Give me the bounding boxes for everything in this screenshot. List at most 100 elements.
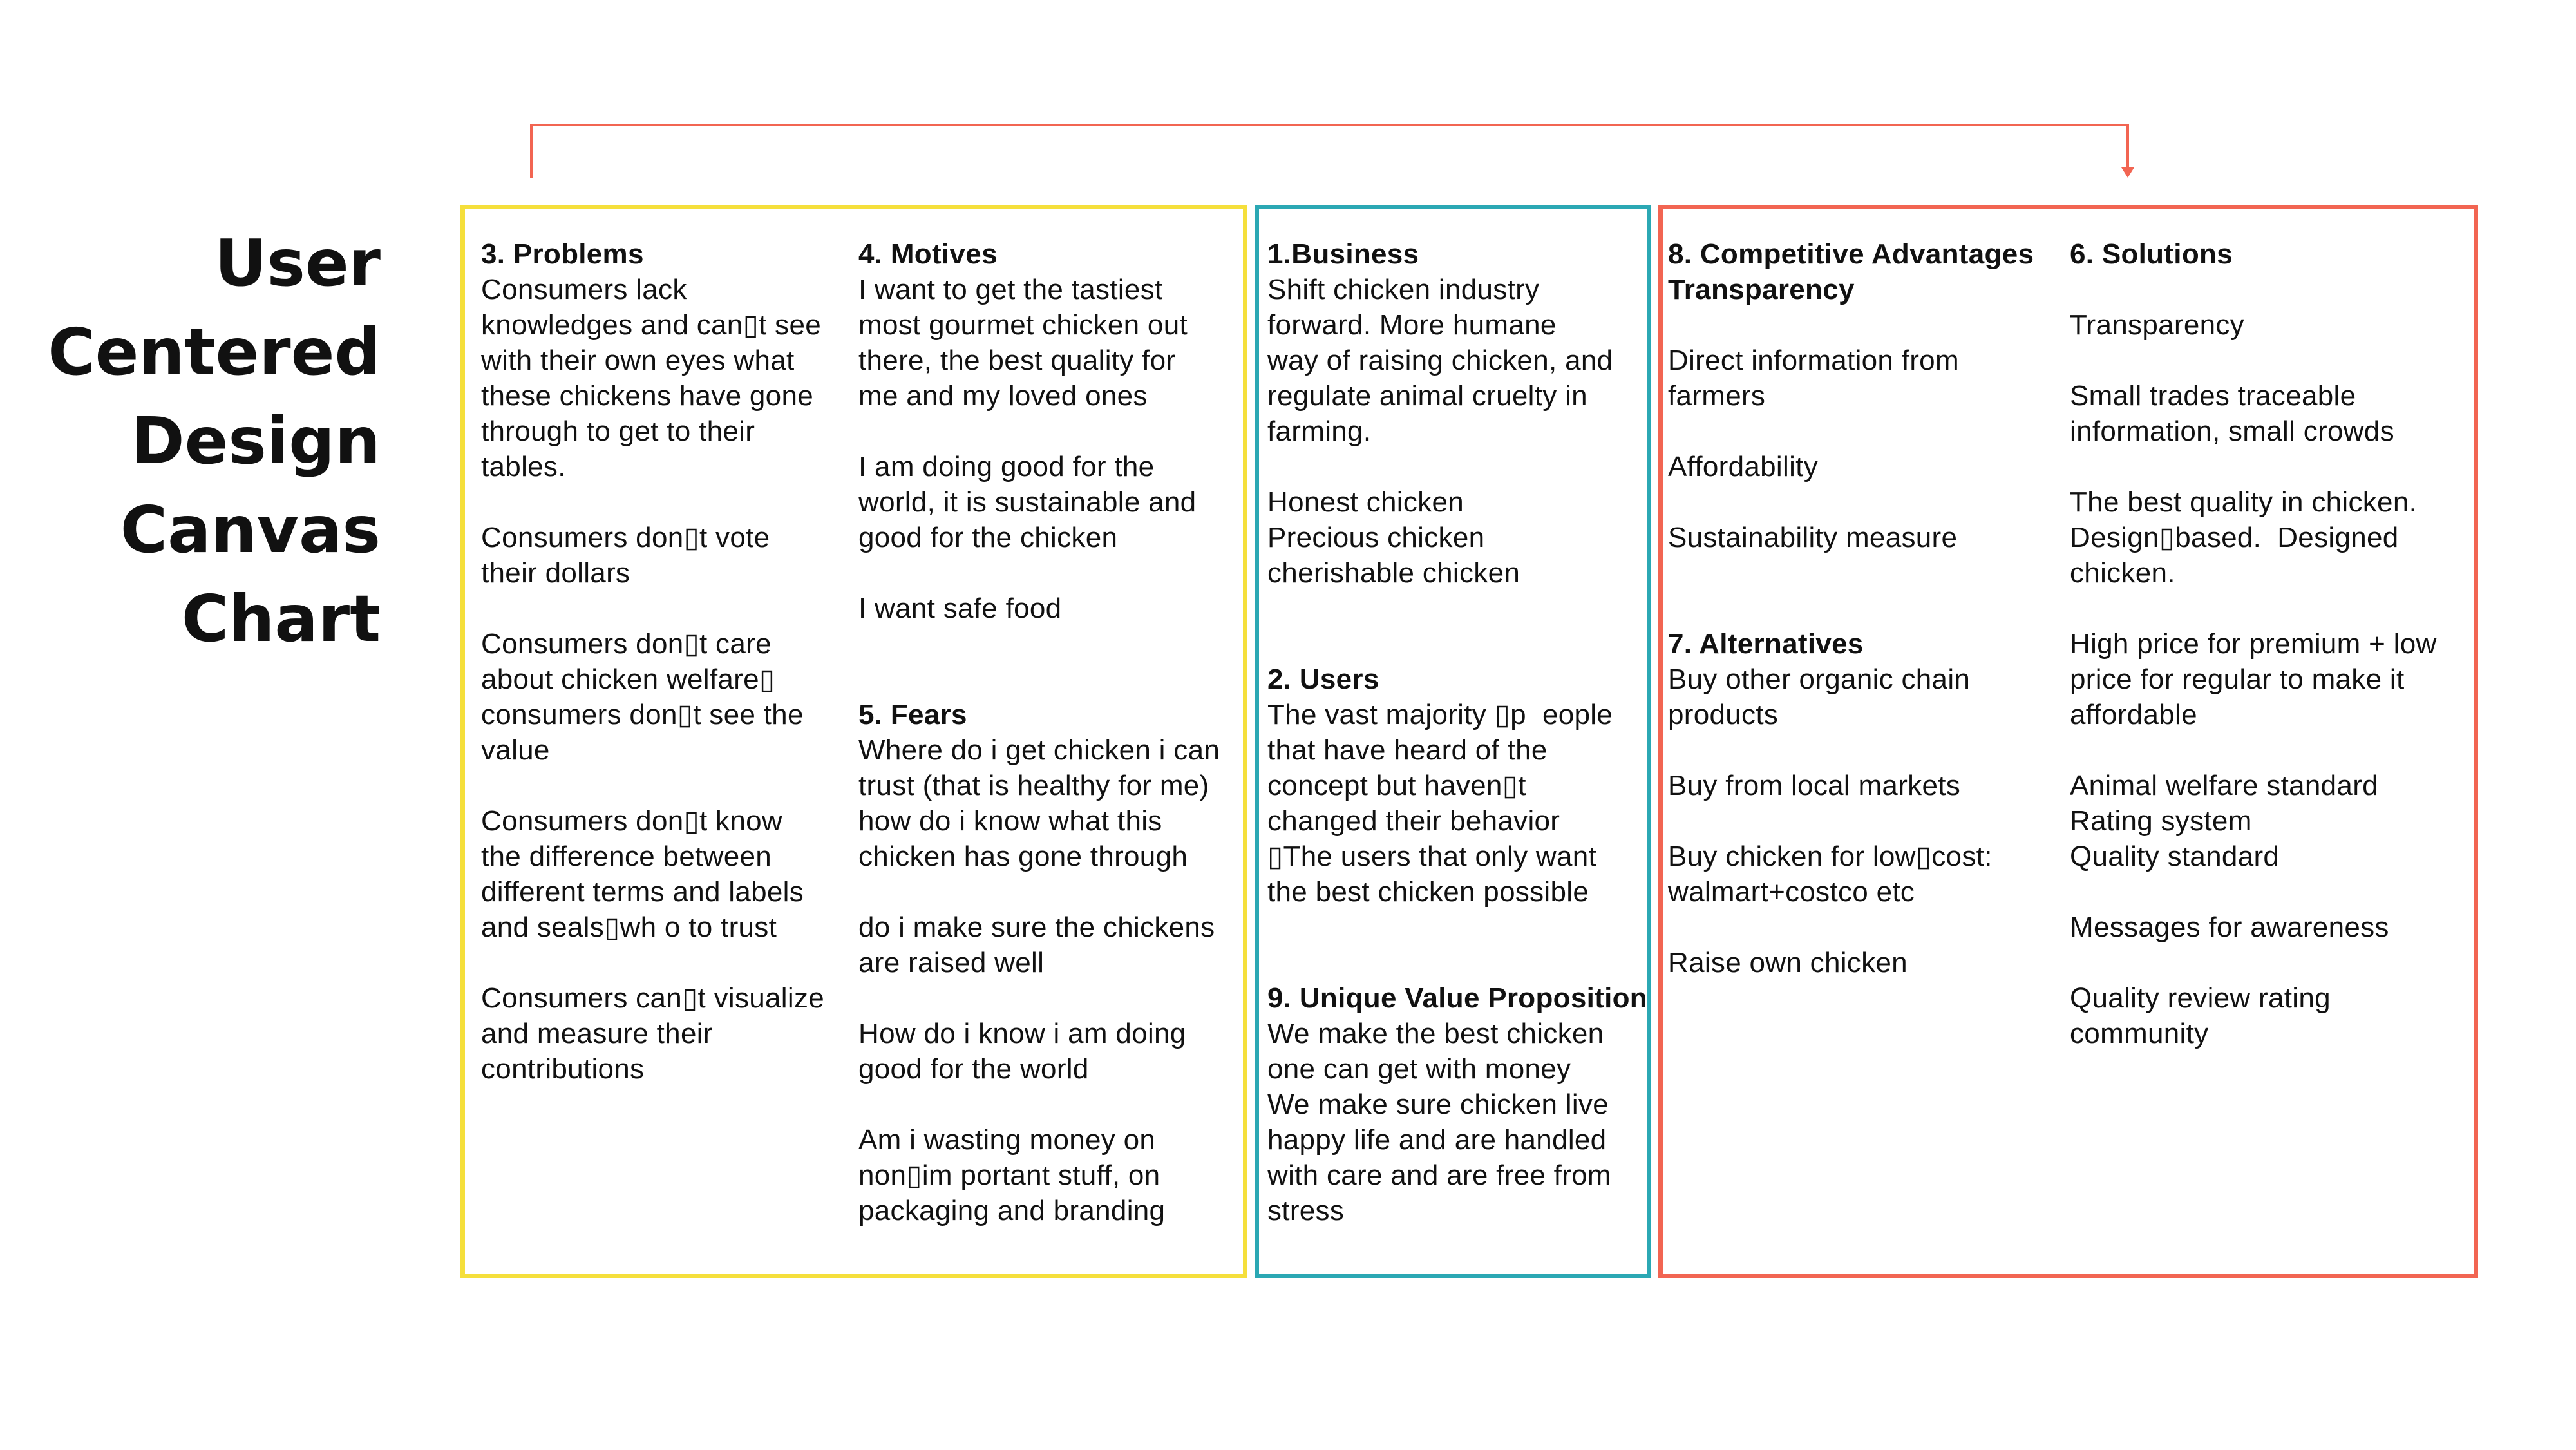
section-heading: 1.Business <box>1267 238 1419 270</box>
section-text-line: The best quality in chicken. <box>2070 486 2418 518</box>
blank-line <box>1668 414 2034 449</box>
section-text-line: packaging and branding <box>858 1195 1166 1226</box>
section-text-line: tables. <box>481 451 566 482</box>
section-text-line: with their own eyes what <box>481 345 795 376</box>
arrow-head-icon <box>2121 167 2134 178</box>
section-text-line: ▯The users that only want <box>1267 841 1597 872</box>
section-text-line: We make sure chicken live <box>1267 1089 1609 1120</box>
section-text-line: Transparency <box>2070 309 2244 341</box>
blank-line <box>1267 591 1647 626</box>
section-text-line: price for regular to make it <box>2070 663 2405 695</box>
section-text-line: that have heard of the <box>1267 734 1548 766</box>
section-text-line: farming. <box>1267 415 1372 447</box>
section-text-line: knowledges and can▯t see <box>481 309 821 341</box>
section-heading: 8. Competitive Advantages <box>1668 238 2034 270</box>
section-text-line: affordable <box>2070 699 2197 730</box>
section-text-line: are raised well <box>858 947 1045 978</box>
blank-line <box>481 591 824 626</box>
section-text-line: Rating system <box>2070 805 2252 837</box>
section-text-line: stress <box>1267 1195 1345 1226</box>
section-text-line: and measure their <box>481 1018 713 1049</box>
section-text-line: Small trades traceable <box>2070 380 2356 412</box>
advantages-solutions-box <box>1658 205 2478 1278</box>
section-text-line: good for the world <box>858 1053 1089 1085</box>
section-text-line: there, the best quality for <box>858 345 1176 376</box>
blank-line <box>858 874 1220 910</box>
blank-line <box>858 1087 1220 1122</box>
section-text-line: different terms and labels <box>481 876 804 908</box>
business-users-uvp-column: 1.Business Shift chicken industry forward.… <box>1267 236 1647 1228</box>
blank-line <box>2070 732 2437 768</box>
section-text-line: Consumers can▯t visualize <box>481 982 825 1014</box>
section-text-line: way of raising chicken, and <box>1267 345 1613 376</box>
blank-line <box>2070 343 2437 378</box>
blank-line <box>1668 555 2034 591</box>
section-text-line: farmers <box>1668 380 1766 412</box>
section-text-line: Buy from local markets <box>1668 770 1961 801</box>
blank-line <box>1267 626 1647 662</box>
blank-line <box>2070 449 2437 484</box>
section-text-line: happy life and are handled <box>1267 1124 1607 1156</box>
blank-line <box>481 945 824 980</box>
blank-line <box>2070 272 2437 307</box>
title-line: User <box>214 225 381 301</box>
section-text-line: their dollars <box>481 557 630 589</box>
section-heading: 4. Motives <box>858 238 998 270</box>
blank-line <box>2070 874 2437 910</box>
section-text-line: The vast majority ▯p eople <box>1267 699 1613 730</box>
problems-motives-fears-box <box>460 205 1247 1278</box>
section-heading: 7. Alternatives <box>1668 628 1864 660</box>
blank-line <box>1668 803 2034 839</box>
section-heading: 3. Problems <box>481 238 644 270</box>
canvas-title: User Centered Design Canvas Chart <box>48 219 381 663</box>
blank-line <box>858 414 1220 449</box>
title-line: Centered <box>48 314 381 390</box>
section-text-line: products <box>1668 699 1779 730</box>
section-text-line: changed their behavior <box>1267 805 1560 837</box>
section-text-line: with care and are free from <box>1267 1159 1611 1191</box>
title-line: Canvas <box>120 492 381 568</box>
blank-line <box>2070 945 2437 980</box>
section-heading: 9. Unique Value Proposition <box>1267 982 1647 1014</box>
section-text-line: How do i know i am doing <box>858 1018 1186 1049</box>
section-heading: 5. Fears <box>858 699 967 730</box>
section-text-line: community <box>2070 1018 2209 1049</box>
blank-line <box>1668 591 2034 626</box>
blank-line <box>1267 945 1647 980</box>
section-text-line: me and my loved ones <box>858 380 1148 412</box>
section-text-line: Honest chicken <box>1267 486 1464 518</box>
blank-line <box>1668 484 2034 520</box>
section-text-line: Messages for awareness <box>2070 911 2389 943</box>
section-text-line: forward. More humane <box>1267 309 1557 341</box>
section-text-line: information, small crowds <box>2070 415 2394 447</box>
section-text-line: one can get with money <box>1267 1053 1571 1085</box>
section-text-line: Affordability <box>1668 451 1818 482</box>
blank-line <box>481 768 824 803</box>
section-text-line: Sustainability measure <box>1668 522 1958 553</box>
section-heading: Transparency <box>1668 274 1855 305</box>
section-text-line: Buy chicken for low▯cost: <box>1668 841 1993 872</box>
section-text-line: Consumers don▯t care <box>481 628 772 660</box>
section-text-line: Design▯based. Designed <box>2070 522 2399 553</box>
section-text-line: chicken has gone through <box>858 841 1188 872</box>
section-text-line: regulate animal cruelty in <box>1267 380 1587 412</box>
title-line: Chart <box>181 581 381 656</box>
section-text-line: Shift chicken industry <box>1267 274 1540 305</box>
section-text-line: Consumers don▯t know <box>481 805 782 837</box>
section-text-line: High price for premium + low <box>2070 628 2437 660</box>
blank-line <box>858 626 1220 662</box>
advantages-alternatives-column: 8. Competitive Advantages Transparency Dir… <box>1668 236 2034 980</box>
blank-line <box>1668 732 2034 768</box>
section-text-line: I want safe food <box>858 593 1062 624</box>
section-text-line: Quality review rating <box>2070 982 2331 1014</box>
section-text-line: world, it is sustainable and <box>858 486 1197 518</box>
section-text-line: how do i know what this <box>858 805 1162 837</box>
blank-line <box>858 555 1220 591</box>
section-text-line: Consumers don▯t vote <box>481 522 770 553</box>
section-heading: 6. Solutions <box>2070 238 2233 270</box>
blank-line <box>1267 910 1647 945</box>
section-text-line: the difference between <box>481 841 772 872</box>
motives-fears-column: 4. Motives I want to get the tastiest most… <box>858 236 1220 1228</box>
problems-column: 3. Problems Consumers lack knowledges and … <box>481 236 824 1087</box>
solutions-column: 6. Solutions Transparency Small trades tra… <box>2070 236 2437 1051</box>
